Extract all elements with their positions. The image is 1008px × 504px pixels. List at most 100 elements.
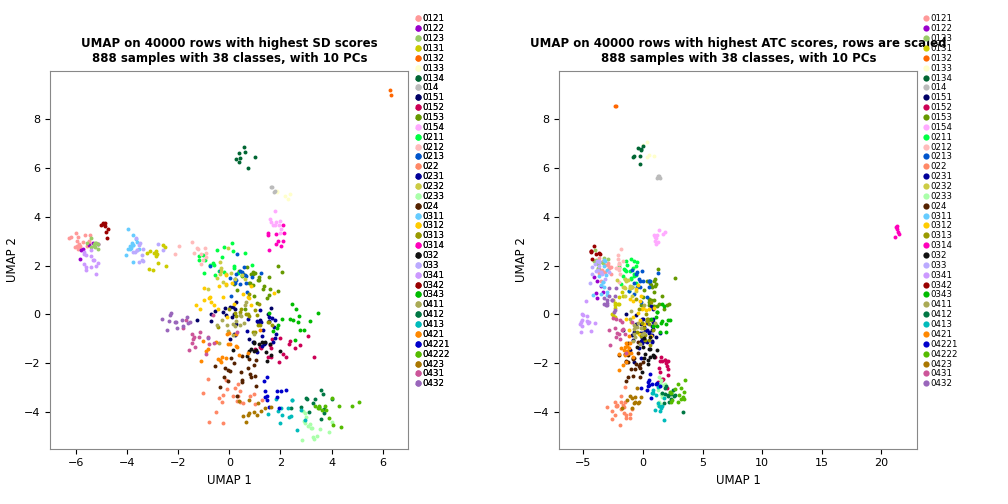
Point: [174, 325, 191, 333]
Point: [317, 409, 333, 417]
Point: [615, 401, 631, 409]
Point: [246, 347, 262, 355]
Point: [584, 247, 600, 255]
Point: [129, 246, 145, 254]
Point: [201, 340, 217, 348]
Point: [168, 319, 184, 327]
Title: UMAP on 40000 rows with highest SD scores
888 samples with 38 classes, with 10 P: UMAP on 40000 rows with highest SD score…: [81, 37, 378, 65]
Point: [654, 390, 670, 398]
Point: [68, 243, 84, 251]
Point: [616, 283, 632, 291]
Point: [628, 286, 644, 294]
Point: [181, 346, 198, 354]
Point: [599, 301, 615, 309]
Point: [291, 341, 307, 349]
Point: [238, 298, 254, 306]
Point: [625, 355, 641, 363]
Point: [624, 394, 640, 402]
Point: [670, 398, 686, 406]
Point: [632, 160, 648, 168]
Point: [647, 320, 663, 328]
Point: [618, 377, 634, 385]
Point: [130, 240, 146, 248]
Point: [245, 268, 261, 276]
Point: [625, 313, 641, 322]
Point: [609, 329, 625, 337]
Point: [227, 279, 243, 287]
Point: [624, 283, 640, 291]
Point: [630, 399, 646, 407]
Point: [632, 384, 648, 392]
Point: [645, 316, 661, 324]
Point: [271, 221, 287, 229]
Point: [68, 229, 84, 237]
Point: [592, 257, 608, 265]
Point: [288, 305, 304, 313]
Point: [573, 328, 589, 336]
Point: [645, 277, 661, 285]
Point: [648, 312, 664, 321]
Point: [641, 283, 657, 291]
Point: [602, 341, 618, 349]
Point: [599, 291, 615, 299]
Point: [643, 298, 659, 306]
Point: [171, 241, 187, 249]
Point: [277, 192, 293, 200]
Point: [83, 252, 99, 260]
Point: [632, 372, 648, 381]
Point: [611, 351, 627, 359]
Point: [587, 260, 603, 268]
Point: [254, 342, 270, 350]
Point: [222, 367, 238, 375]
Point: [607, 301, 623, 309]
Point: [658, 359, 674, 367]
Point: [639, 153, 655, 161]
Point: [644, 351, 660, 359]
Point: [654, 299, 670, 307]
Point: [593, 277, 609, 285]
Point: [204, 297, 220, 305]
Point: [278, 353, 294, 361]
Point: [615, 257, 631, 265]
Point: [269, 394, 285, 402]
Point: [262, 341, 278, 349]
Point: [654, 381, 670, 389]
Point: [262, 285, 278, 293]
Point: [665, 392, 681, 400]
Point: [83, 246, 99, 254]
Point: [247, 372, 263, 381]
Point: [235, 290, 251, 298]
Point: [321, 428, 337, 436]
Point: [594, 270, 610, 278]
Point: [591, 266, 607, 274]
Point: [649, 302, 665, 310]
Point: [634, 320, 650, 328]
Point: [72, 244, 88, 252]
Point: [292, 326, 308, 334]
Point: [650, 265, 666, 273]
Point: [222, 303, 238, 311]
Point: [583, 327, 599, 335]
Point: [637, 337, 653, 345]
Legend: 0121, 0122, 0123, 0131, 0132, 0133, 0134, 014, 0151, 0152, 0153, 0154, 0211, 021: 0121, 0122, 0123, 0131, 0132, 0133, 0134…: [415, 15, 450, 388]
Point: [660, 356, 676, 364]
Point: [74, 245, 90, 254]
Point: [229, 397, 245, 405]
Point: [628, 279, 644, 287]
Point: [622, 339, 638, 347]
Point: [238, 309, 254, 318]
Point: [272, 347, 288, 355]
Point: [653, 390, 669, 398]
Point: [298, 395, 314, 403]
Point: [647, 406, 663, 414]
Point: [230, 392, 246, 400]
Point: [648, 379, 664, 387]
Point: [675, 388, 691, 396]
Point: [212, 282, 228, 290]
Point: [642, 341, 658, 349]
Point: [617, 266, 633, 274]
Point: [624, 292, 640, 300]
Point: [650, 380, 666, 388]
Point: [644, 283, 660, 291]
Point: [206, 261, 222, 269]
